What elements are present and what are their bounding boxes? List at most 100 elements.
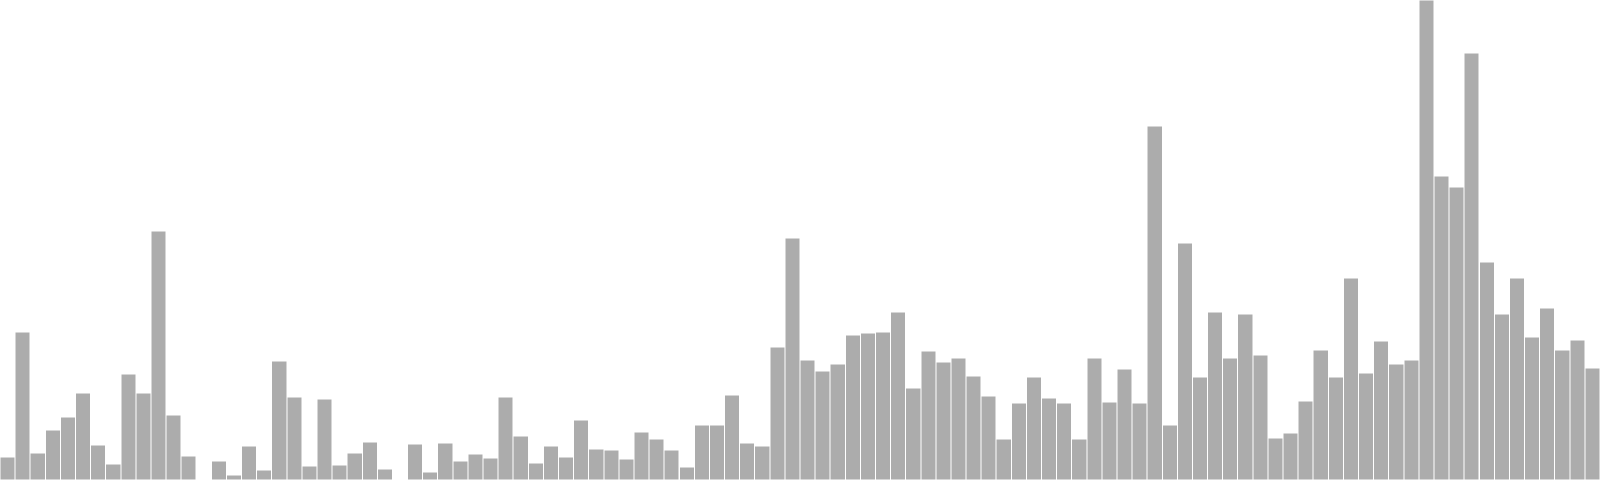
bar-44 [648,438,665,480]
bar-13 [180,455,197,480]
bar-84 [1252,354,1269,480]
bar-64 [950,357,967,480]
bar-78 [1161,424,1178,480]
bar-32 [467,453,484,480]
bar-77 [1146,125,1163,480]
bar-74 [1101,401,1118,480]
bar-5 [59,416,76,480]
bar-60 [890,311,907,480]
bar-22 [316,398,333,480]
bar-101 [1508,277,1526,480]
bar-87 [1297,400,1314,480]
bar-75 [1116,368,1133,480]
bar-62 [920,350,937,480]
bar-105 [1569,339,1586,480]
bar-37 [542,445,559,480]
bar-18 [256,469,273,480]
bar-57 [844,334,861,480]
bar-71 [1056,402,1073,480]
bar-99 [1478,261,1495,480]
bar-80 [1191,376,1209,480]
bar-4 [44,429,61,480]
bar-45 [663,449,680,480]
bar-55 [814,370,831,480]
bar-53 [784,237,801,480]
bar-91 [1357,372,1375,480]
bar-16 [225,474,243,480]
bar-30 [437,442,454,480]
bar-82 [1222,357,1239,480]
bar-88 [1312,349,1329,480]
bar-11 [150,230,167,480]
bar-73 [1086,357,1103,480]
bar-10 [135,392,152,480]
bar-104 [1554,349,1571,480]
bar-6 [74,392,92,480]
bar-69 [1025,376,1043,480]
bar-54 [799,359,816,480]
bar-21 [301,465,318,480]
bar-103 [1539,307,1556,480]
bar-38 [557,456,575,480]
bar-26 [376,468,393,480]
bar-19 [271,360,288,480]
bar-28 [407,443,424,480]
bar-12 [165,414,182,480]
bar-24 [346,452,363,480]
bar-33 [482,457,499,480]
bar-76 [1131,402,1148,480]
bar-46 [678,466,695,480]
bar-20 [286,396,303,480]
bar-93 [1388,363,1405,480]
bar-52 [769,346,786,480]
bar-102 [1524,336,1541,480]
bar-94 [1403,359,1420,480]
bar-89 [1327,376,1344,480]
bar-1 [0,456,16,480]
bar-70 [1041,397,1058,480]
bar-36 [527,462,544,480]
bar-31 [452,460,469,480]
bar-79 [1176,242,1193,480]
bar-51 [754,445,771,480]
bar-72 [1071,438,1088,480]
bar-35 [512,435,529,480]
bar-50 [739,442,756,480]
bar-40 [588,448,605,480]
bar-65 [965,375,982,480]
bar-95 [1418,0,1435,480]
bar-7 [90,444,107,480]
bar-85 [1267,437,1284,480]
bar-98 [1463,52,1480,480]
bar-17 [241,445,258,480]
bar-81 [1207,311,1224,480]
bar-48 [708,424,726,480]
bar-47 [693,424,710,480]
bar-9 [120,373,137,480]
bar-34 [497,396,514,480]
bar-49 [724,394,741,480]
bar-61 [905,387,922,480]
bar-39 [573,419,590,480]
bar-63 [935,361,952,480]
bar-41 [603,449,620,480]
bar-86 [1282,432,1299,480]
bar-43 [633,431,650,480]
bar-56 [829,363,846,480]
bar-29 [422,471,439,480]
bar-58 [859,332,876,480]
bar-59 [874,331,892,480]
bar-15 [210,460,227,480]
bar-67 [995,438,1012,480]
bar-100 [1493,313,1510,480]
bar-25 [361,441,378,480]
bar-8 [105,463,122,480]
bar-92 [1373,340,1390,480]
bar-42 [618,458,635,480]
bar-90 [1342,277,1359,480]
bar-83 [1237,313,1254,480]
bar-68 [1010,402,1027,480]
bar-2 [14,331,31,480]
